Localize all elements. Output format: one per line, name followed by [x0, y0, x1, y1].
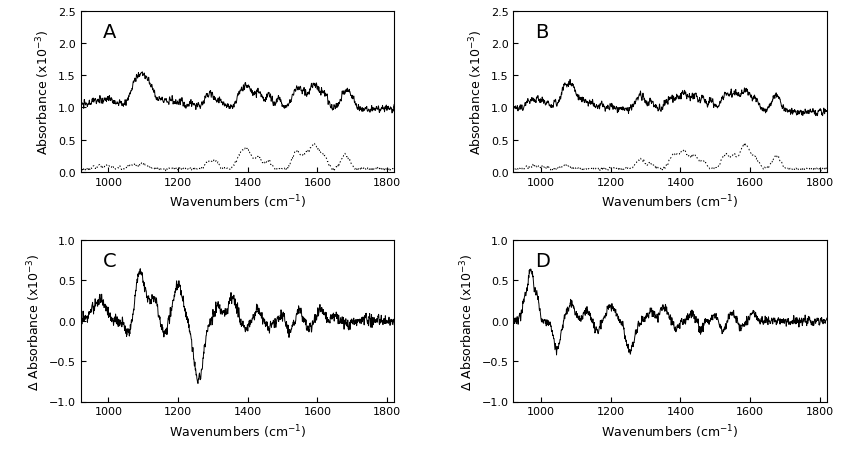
Y-axis label: $\Delta$ Absorbance (x10$^{-3}$): $\Delta$ Absorbance (x10$^{-3}$): [458, 252, 476, 390]
Y-axis label: Absorbance (x10$^{-3}$): Absorbance (x10$^{-3}$): [35, 30, 53, 155]
Y-axis label: Absorbance (x10$^{-3}$): Absorbance (x10$^{-3}$): [467, 30, 485, 155]
X-axis label: Wavenumbers (cm$^{-1}$): Wavenumbers (cm$^{-1}$): [601, 422, 739, 440]
X-axis label: Wavenumbers (cm$^{-1}$): Wavenumbers (cm$^{-1}$): [169, 193, 306, 211]
X-axis label: Wavenumbers (cm$^{-1}$): Wavenumbers (cm$^{-1}$): [601, 193, 739, 211]
Text: A: A: [103, 23, 116, 42]
X-axis label: Wavenumbers (cm$^{-1}$): Wavenumbers (cm$^{-1}$): [169, 422, 306, 440]
Text: B: B: [535, 23, 549, 42]
Text: C: C: [103, 252, 116, 271]
Y-axis label: $\Delta$ Absorbance (x10$^{-3}$): $\Delta$ Absorbance (x10$^{-3}$): [25, 252, 43, 390]
Text: D: D: [535, 252, 550, 271]
